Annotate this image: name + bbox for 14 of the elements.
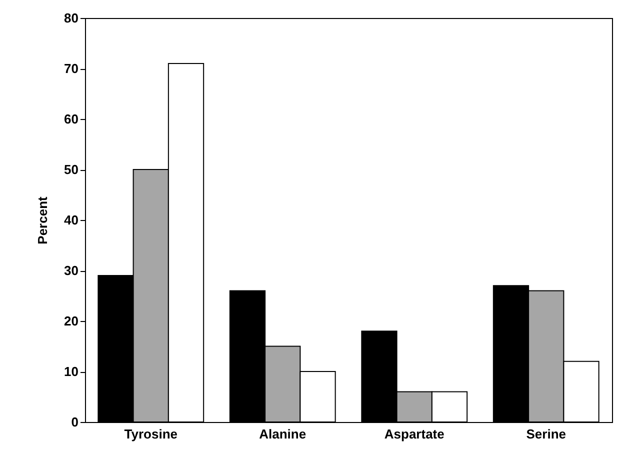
y-tick-label: 0 [71, 414, 78, 430]
y-tick-label: 50 [64, 162, 78, 177]
y-tick-label: 70 [64, 61, 78, 76]
x-tick-label: Serine [526, 426, 566, 442]
y-tick-label: 20 [64, 314, 78, 328]
x-tick-label: Aspartate [384, 426, 444, 442]
y-axis-title: Percent [35, 196, 50, 244]
y-tick-label: 30 [64, 263, 78, 278]
y-tick-label: 80 [64, 10, 78, 26]
y-tick-label: 40 [64, 212, 78, 228]
x-tick-label: Alanine [259, 426, 306, 442]
y-tick-label: 60 [64, 112, 78, 126]
y-tick-label: 10 [64, 364, 78, 379]
x-tick-label: Tyrosine [124, 426, 178, 442]
